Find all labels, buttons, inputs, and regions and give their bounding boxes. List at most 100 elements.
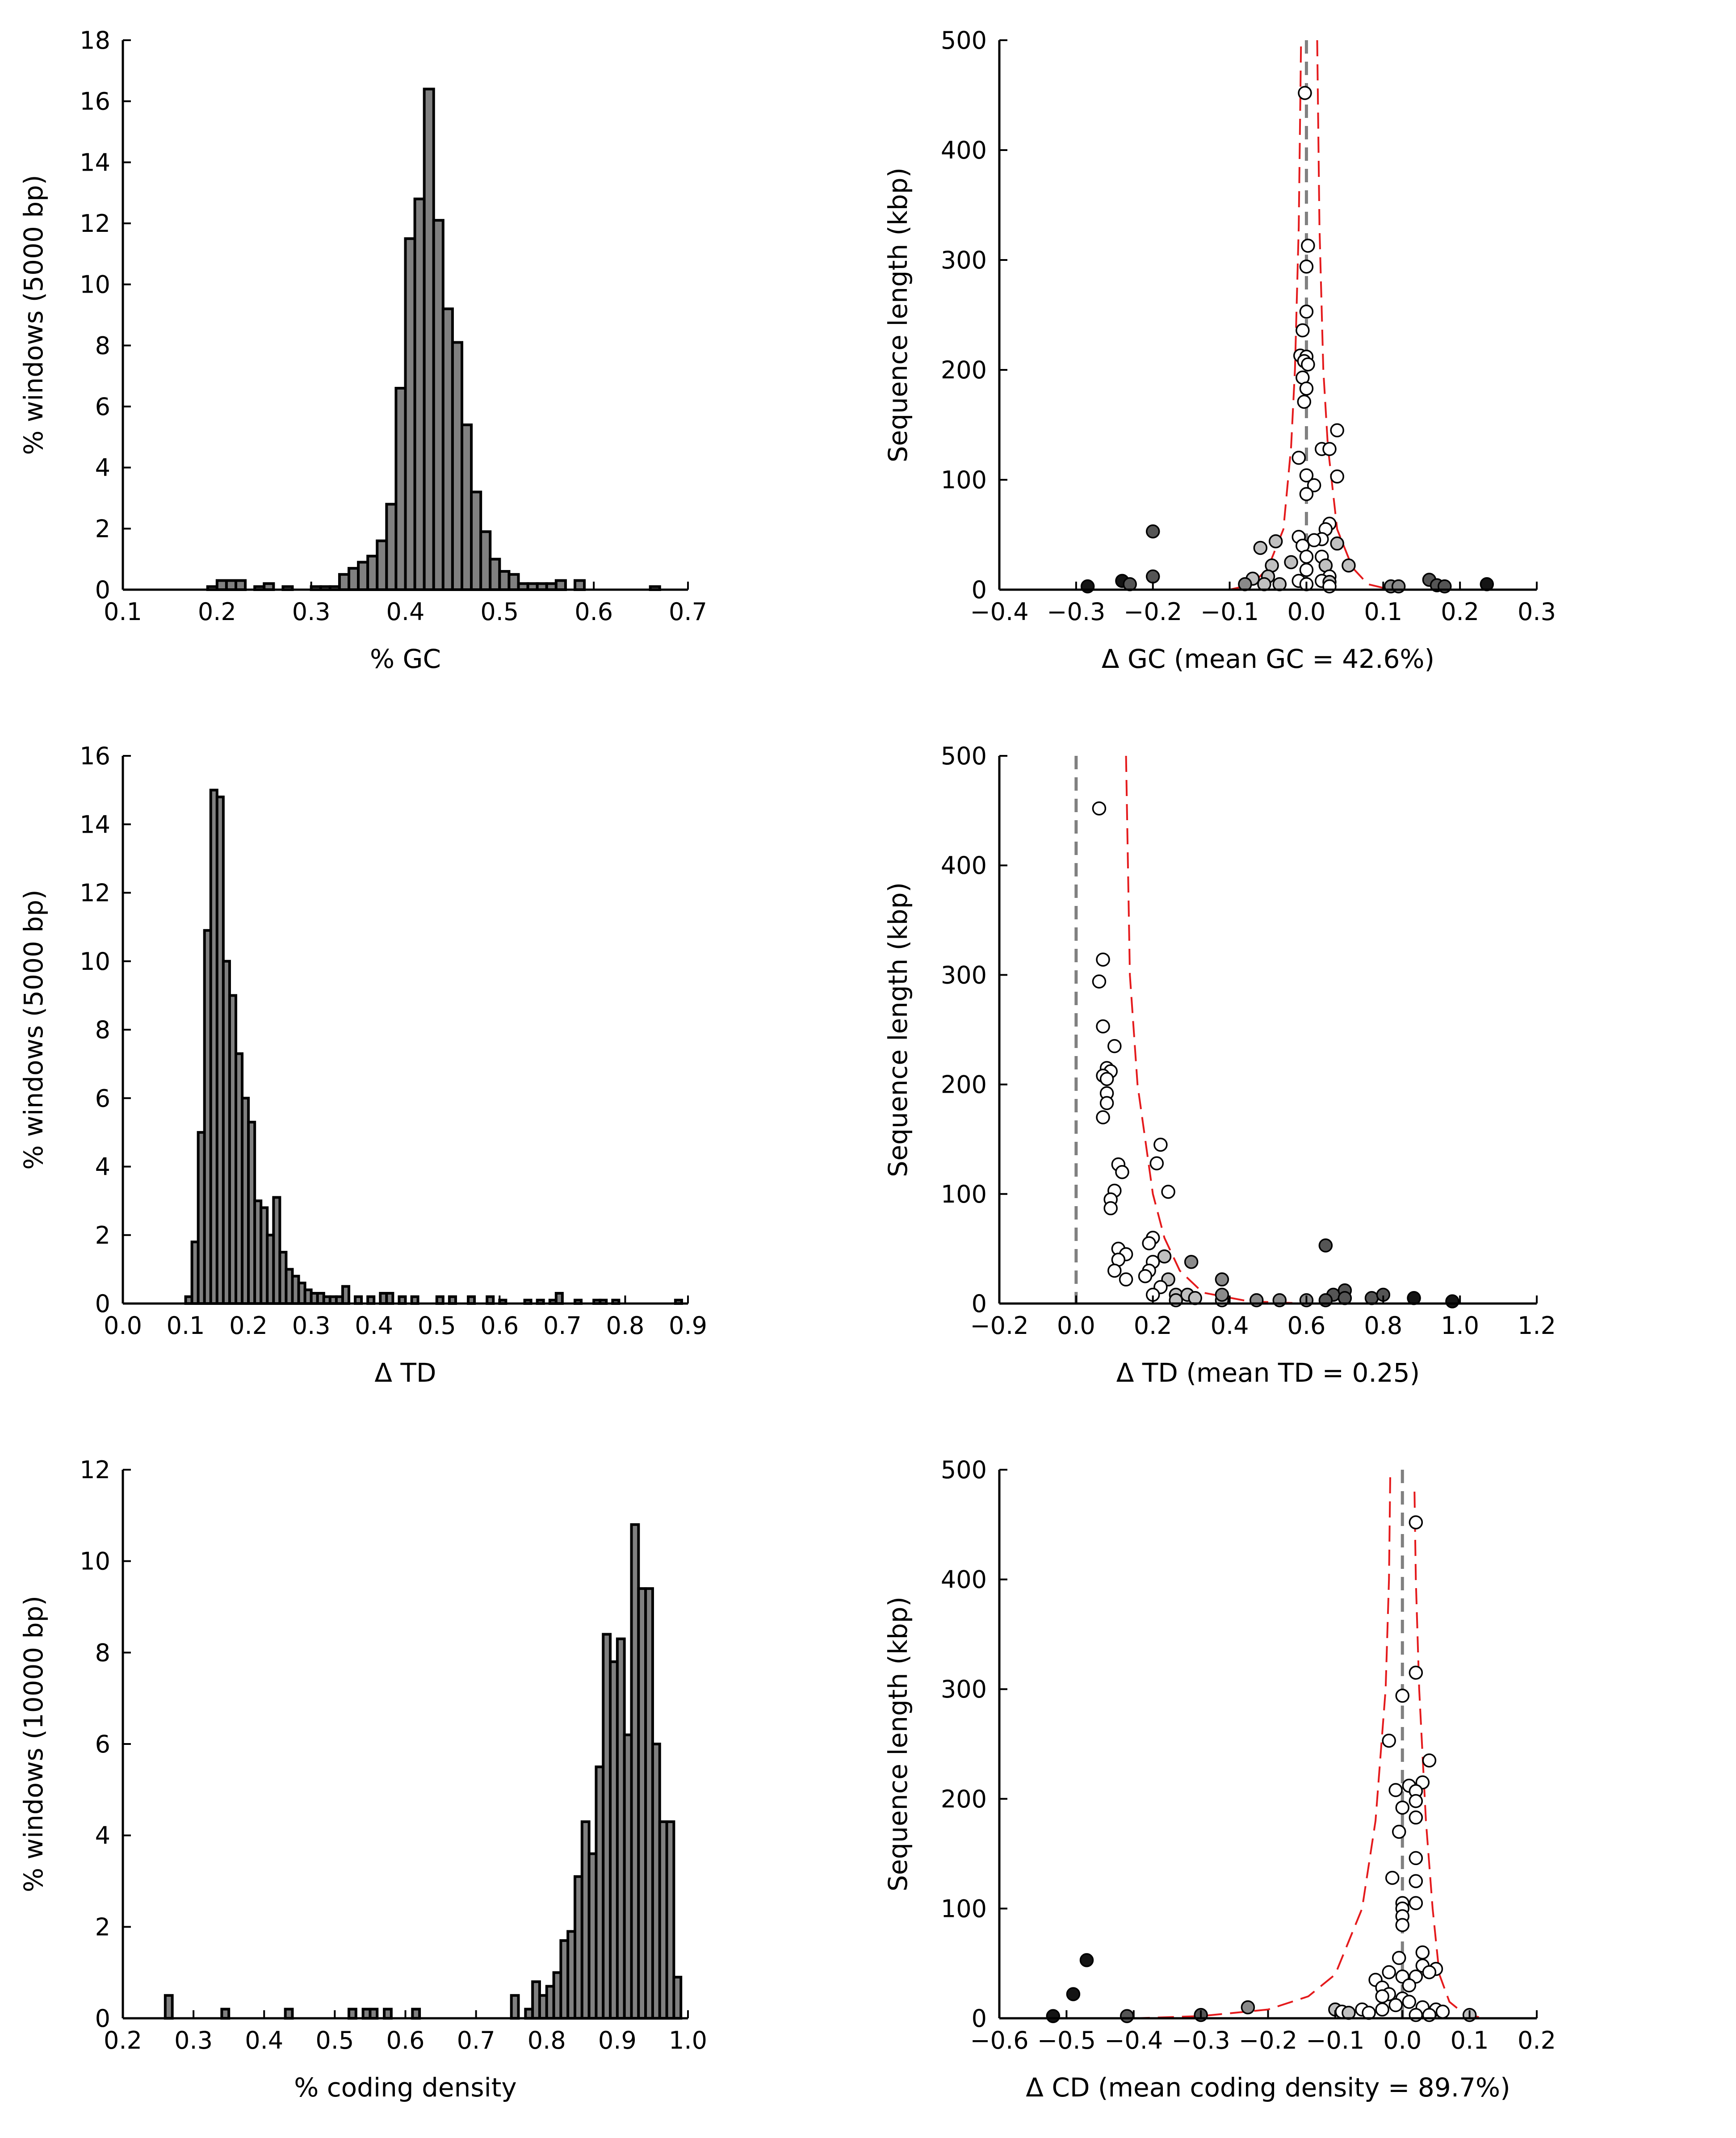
y-tick-label: 16 xyxy=(80,742,110,770)
data-point xyxy=(1092,974,1107,989)
data-point xyxy=(1435,2004,1450,2019)
data-point xyxy=(1103,1201,1118,1216)
x-tick-label: 1.0 xyxy=(669,2026,707,2054)
x-tick-label: 0.1 xyxy=(167,1312,205,1340)
data-point xyxy=(1402,1978,1417,1993)
data-point xyxy=(1142,1236,1156,1250)
y-tick-label: 6 xyxy=(95,393,110,421)
data-point xyxy=(1330,423,1344,438)
histogram-bar xyxy=(574,579,586,591)
data-point xyxy=(1107,1039,1122,1053)
y-tick-label: 4 xyxy=(95,1153,110,1181)
y-tick-label: 2 xyxy=(95,515,110,543)
x-axis-label: Δ CD (mean coding density = 89.7%) xyxy=(1026,2072,1510,2103)
data-point xyxy=(1079,1953,1094,1967)
x-tick-label: 0.2 xyxy=(229,1312,268,1340)
data-point xyxy=(1395,1689,1409,1703)
panel-cd-histogram: 0.2 0.3 0.4 0.5 0.6 0.7 0.8 0.9 1.0 0 2 4 6 8 10 12 % co… xyxy=(18,1456,707,2103)
histogram-bar xyxy=(341,1285,351,1305)
x-tick-label: 0.8 xyxy=(606,1312,644,1340)
x-tick-label: −0.1 xyxy=(1200,598,1259,626)
histogram-bar xyxy=(470,490,482,591)
data-point xyxy=(1330,469,1344,484)
x-tick-label: 0.0 xyxy=(1383,2026,1422,2054)
y-tick-label: 0 xyxy=(972,576,987,604)
x-tick-label: 0.7 xyxy=(669,598,707,626)
y-tick-label: 200 xyxy=(941,1785,987,1813)
x-tick-label: 0.2 xyxy=(1518,2026,1556,2054)
histogram-bar xyxy=(357,561,369,591)
data-point xyxy=(1066,1987,1081,2001)
data-point xyxy=(1215,1272,1229,1287)
histogram-bar xyxy=(385,503,398,591)
threshold-curve xyxy=(1316,40,1391,591)
y-tick-label: 300 xyxy=(941,1675,987,1703)
x-tick-label: 0.9 xyxy=(598,2026,637,2054)
x-tick-label: 0.5 xyxy=(315,2026,354,2054)
histogram-bar xyxy=(498,570,511,591)
histogram-bar xyxy=(383,2008,393,2020)
x-tick-label: −0.6 xyxy=(970,2026,1028,2054)
x-tick-label: 1.2 xyxy=(1518,1312,1556,1340)
threshold-curve xyxy=(1413,1492,1484,2019)
data-point xyxy=(1318,1238,1333,1253)
y-tick-label: 10 xyxy=(80,947,110,976)
histogram-bar xyxy=(461,423,473,591)
data-point xyxy=(1215,1287,1229,1302)
y-tick-label: 500 xyxy=(941,742,987,770)
y-tick-label: 0 xyxy=(95,576,110,604)
y-tick-label: 10 xyxy=(80,1547,110,1576)
data-point xyxy=(1395,1800,1409,1815)
data-point xyxy=(1161,1185,1175,1199)
data-point xyxy=(1392,1951,1406,1965)
histogram-bar xyxy=(489,558,501,591)
histogram-bar xyxy=(554,579,567,591)
data-point xyxy=(1382,1965,1396,1979)
x-tick-label: 0.0 xyxy=(104,1312,142,1340)
x-tick-label: 0.8 xyxy=(1364,1312,1402,1340)
data-point xyxy=(1253,541,1268,555)
y-tick-label: 18 xyxy=(80,26,110,54)
data-point xyxy=(1120,2009,1134,2023)
y-tick-label: 100 xyxy=(941,466,987,494)
data-point xyxy=(1157,1249,1172,1264)
y-tick-label: 400 xyxy=(941,136,987,164)
y-axis-label: % windows (5000 bp) xyxy=(18,175,49,455)
x-tick-label: 0.5 xyxy=(480,598,519,626)
histogram-bar xyxy=(507,573,520,591)
data-point xyxy=(1330,536,1344,551)
x-tick-label: 0.2 xyxy=(198,598,236,626)
x-tick-label: 0.5 xyxy=(418,1312,456,1340)
x-axis-label: Δ TD xyxy=(374,1358,436,1388)
data-point xyxy=(1107,1263,1122,1278)
panel-td-scatter: −0.2 0.0 0.2 0.4 0.6 0.8 1.0 1.2 0 100 200 300 400 50… xyxy=(883,742,1556,1388)
x-tick-label: 0.1 xyxy=(104,598,142,626)
data-point xyxy=(1375,1989,1389,2004)
data-point xyxy=(1342,558,1356,573)
histogram-bar xyxy=(411,2008,421,2020)
histogram-bar xyxy=(348,2008,357,2020)
data-point xyxy=(1119,1272,1133,1287)
histogram-bar xyxy=(451,341,464,591)
y-tick-label: 2 xyxy=(95,1913,110,1941)
data-point xyxy=(1299,381,1314,396)
data-point xyxy=(1301,239,1315,253)
y-tick-label: 500 xyxy=(941,26,987,54)
x-tick-label: 0.8 xyxy=(528,2026,566,2054)
data-point xyxy=(1307,478,1321,493)
x-tick-label: 0.1 xyxy=(1451,2026,1489,2054)
data-point xyxy=(1385,1870,1400,1885)
data-point xyxy=(1299,468,1314,482)
histogram-bar xyxy=(510,1994,520,2020)
y-tick-label: 4 xyxy=(95,454,110,482)
y-tick-label: 6 xyxy=(95,1084,110,1112)
x-axis-label: % GC xyxy=(370,644,441,674)
x-tick-label: −0.3 xyxy=(1172,2026,1230,2054)
data-point xyxy=(1241,2000,1255,2015)
histogram-bar xyxy=(479,530,492,591)
histogram-bar xyxy=(235,579,247,591)
data-point xyxy=(1382,1733,1396,1748)
y-tick-label: 300 xyxy=(941,246,987,274)
